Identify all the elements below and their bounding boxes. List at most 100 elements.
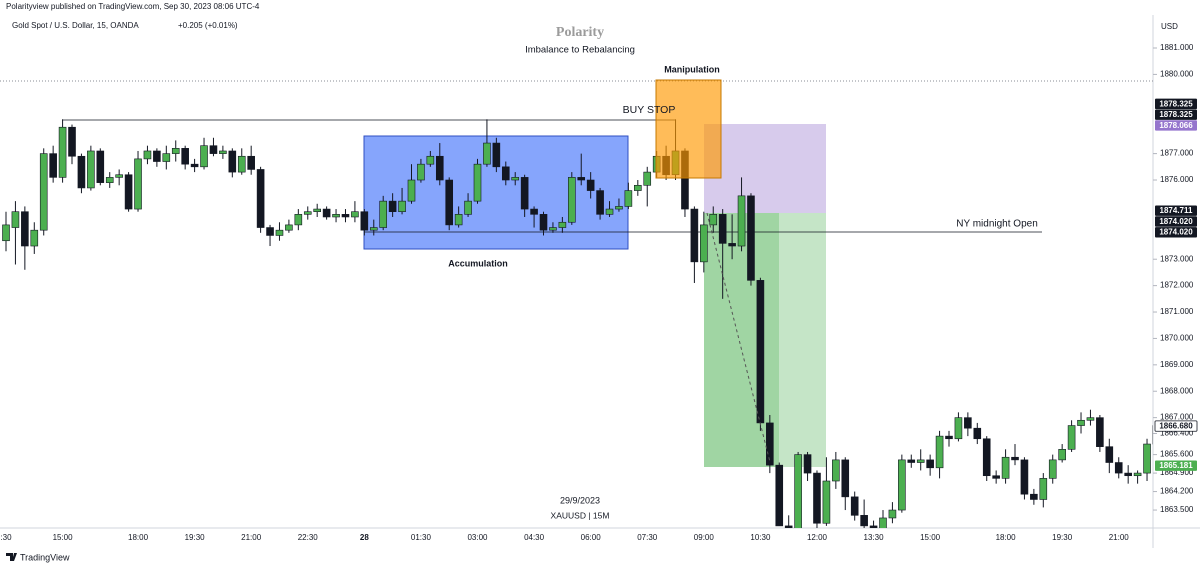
candle-body [115,174,123,178]
candle-body [1020,459,1029,495]
x-tick-label: 06:00 [581,533,602,542]
candle-body [49,153,57,178]
candle-body [407,179,416,202]
price-label-tag [1155,205,1197,216]
candle-body [1152,425,1153,445]
candle-body [1077,419,1085,426]
x-tick-label: 21:00 [1109,533,1130,542]
annotation: Manipulation [664,64,720,74]
price-label-tag [1154,420,1198,432]
candle-body [219,150,227,154]
candle-body [992,475,1000,479]
candle-body [888,509,897,519]
candle-body [11,211,20,228]
candle-body [134,158,142,210]
candle-body [549,227,557,231]
candle-body [916,459,925,463]
candle-body [1001,456,1010,479]
drawings-top: Manipulation BUY STOP Accumulation NY mi… [448,64,1038,520]
candle-body [39,153,48,231]
candle-body [935,435,944,469]
candle-body [530,208,538,215]
x-tick-label: 10:30 [750,533,771,542]
price-label-tag [1155,120,1197,131]
candle-body [879,517,887,528]
candle-body [247,155,255,170]
y-tick-label: 1866.400 [1160,429,1194,438]
x-tick-label: 19:30 [1052,533,1073,542]
candle-body [728,243,736,247]
symbol: Gold Spot / U.S. Dollar, 15, OANDA [12,21,139,30]
y-tick-label: 1864.900 [1160,468,1194,477]
y-tick-label: 1881.000 [1160,43,1194,52]
price-label-tag [1155,227,1197,238]
candle-body [1096,417,1104,447]
x-tick-label: 15:00 [53,533,74,542]
candle-body [803,454,812,474]
candle-body [87,150,95,189]
x-tick-label: 18:00 [996,533,1017,542]
watermark-symbol: XAUUSD | 15M [551,510,610,520]
candle-body [822,480,831,524]
candle-body [1011,456,1019,461]
candle-body [256,169,265,228]
candle-body [586,179,595,191]
candle-body [1058,449,1066,461]
candle-body [454,214,463,226]
candle-body [30,229,39,247]
price-label: 1866.680 [1159,421,1193,430]
x-tick-label: 12:00 [807,533,828,542]
candle-body [700,224,708,263]
candle-body [379,200,388,228]
price-label: 1878.066 [1159,121,1193,130]
x-tick-label: 21:00 [241,533,262,542]
candle-body [275,229,284,236]
candle-body [596,190,604,215]
candle-body [832,459,840,482]
candle-body [473,163,482,202]
candle-body [181,148,189,165]
candle-body [1067,425,1076,450]
y-tick-label: 1876.000 [1160,175,1194,184]
price-label-tag [1155,460,1197,471]
candle-body [200,145,208,168]
candle-body [360,211,369,231]
price-change: +0.205 (+0.01%) [178,21,238,30]
y-tick-label: 1868.000 [1160,386,1194,395]
x-tick-label: 03:00 [467,533,488,542]
candle-body [1039,478,1048,500]
candle-body [294,214,303,226]
candle-body [341,214,350,218]
price-label: 1878.325 [1159,99,1193,108]
candle-body [171,148,180,154]
candle-body [577,177,586,181]
candle-body [907,459,916,463]
candle-body [266,227,274,236]
x-tick-label: 19:30 [185,533,206,542]
currency: USD [1161,22,1178,31]
y-tick-label: 1873.000 [1160,254,1194,263]
candle-body [775,464,784,527]
candle-body [898,459,906,511]
x-tick-label: 07:30 [637,533,658,542]
candle-body [237,155,246,173]
candle-body [105,177,114,183]
candle-body [77,155,86,189]
x-tick-label: 22:30 [298,533,319,542]
price-label: 1865.181 [1159,461,1193,470]
candle-body [766,422,774,466]
candle-body [228,150,237,173]
y-tick-label: 1865.600 [1160,450,1194,459]
candle-body [124,174,133,210]
candle-body [973,427,982,440]
candle-body [492,142,501,168]
y-tick-label: 1877.000 [1160,149,1194,158]
candle-body [1086,417,1095,421]
candle-body [605,208,614,215]
candle-body [445,179,454,226]
candle-body [209,145,218,154]
candle-body [398,200,406,212]
candle-body [850,496,859,516]
candle-body [1133,472,1142,477]
